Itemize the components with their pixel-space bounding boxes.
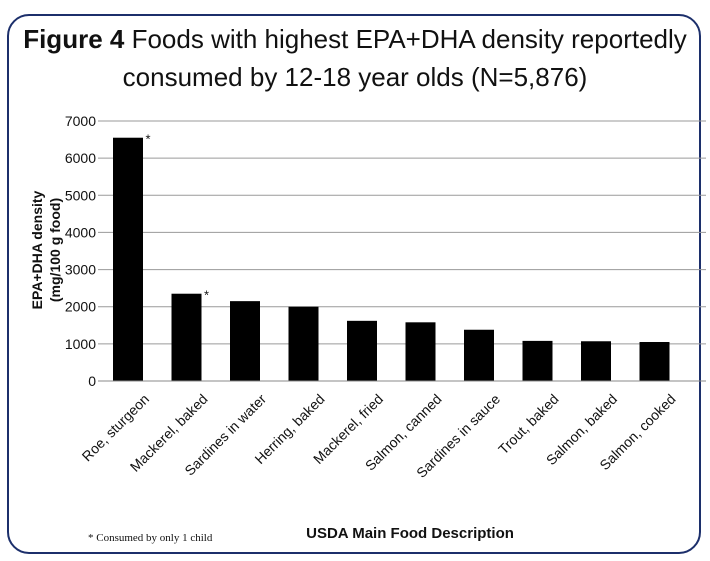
y-tick-labels: 0 1000 2000 3000 4000 5000 6000 7000 <box>65 113 96 389</box>
x-axis-label: USDA Main Food Description <box>306 525 514 542</box>
bar-markers: ** <box>145 132 209 303</box>
bar <box>405 322 436 381</box>
y-tick-label: 7000 <box>65 113 96 129</box>
bar <box>230 301 260 381</box>
bars <box>113 137 670 381</box>
figure-title: Figure 4 Foods with highest EPA+DHA dens… <box>0 20 710 96</box>
bar-marker: * <box>204 288 209 303</box>
bar <box>464 329 494 381</box>
y-tick-label: 2000 <box>65 299 96 315</box>
footnote: * Consumed by only 1 child <box>88 532 213 544</box>
bar <box>581 341 611 381</box>
title-line-1: Foods with highest EPA+DHA density repor… <box>131 24 687 54</box>
y-tick-label: 0 <box>88 373 96 389</box>
y-tick-label: 3000 <box>65 262 96 278</box>
title-line-2: consumed by 12-18 year olds (N=5,876) <box>122 62 588 92</box>
bar <box>347 320 377 381</box>
y-tick-label: 4000 <box>65 224 96 240</box>
y-axis-label-line-1: EPA+DHA density <box>29 190 45 309</box>
bar <box>639 342 670 381</box>
bar <box>113 137 143 381</box>
bar <box>522 340 553 381</box>
bar <box>171 293 202 381</box>
y-tick-label: 6000 <box>65 150 96 166</box>
y-axis-label-line-2: (mg/100 g food) <box>47 198 63 302</box>
figure-label: Figure 4 <box>23 24 125 54</box>
y-tick-label: 5000 <box>65 187 96 203</box>
y-tick-label: 1000 <box>65 336 96 352</box>
bar-marker: * <box>145 132 150 147</box>
bar <box>288 306 319 381</box>
